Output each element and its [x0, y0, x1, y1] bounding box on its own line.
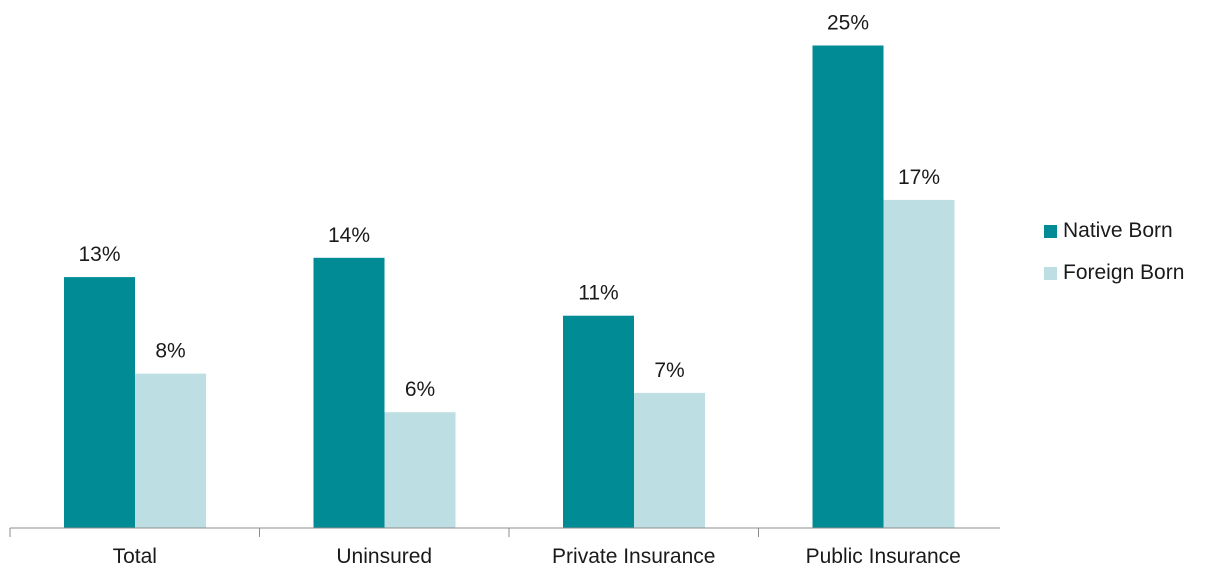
data-label-foreign-born-total: 8%	[155, 340, 185, 363]
legend-item-foreign-born: Foreign Born	[1044, 260, 1184, 286]
bar-native-born-private-insurance	[563, 315, 634, 528]
data-labels-group: 13% 8% 14% 6% 11% 7% 25% 17%	[78, 12, 940, 402]
data-label-foreign-born-public-insurance: 17%	[898, 166, 940, 189]
data-label-native-born-public-insurance: 25%	[827, 12, 869, 35]
data-label-foreign-born-private-insurance: 7%	[654, 359, 684, 382]
x-tick-label-uninsured: Uninsured	[336, 545, 432, 568]
data-label-foreign-born-uninsured: 6%	[405, 378, 435, 401]
legend-swatch-native-born	[1044, 224, 1057, 238]
x-tick-label-total: Total	[113, 545, 157, 568]
x-tick-label-private-insurance: Private Insurance	[552, 545, 715, 568]
x-tick-label-public-insurance: Public Insurance	[806, 545, 961, 568]
legend-label-native-born: Native Born	[1063, 219, 1173, 242]
bars-group	[64, 45, 955, 528]
bar-foreign-born-total	[135, 373, 206, 528]
bar-foreign-born-public-insurance	[883, 199, 955, 528]
legend-label-foreign-born: Foreign Born	[1063, 261, 1185, 284]
bar-foreign-born-uninsured	[384, 412, 456, 528]
bar-foreign-born-private-insurance	[634, 392, 705, 528]
data-label-native-born-private-insurance: 11%	[578, 282, 618, 305]
legend-swatch-foreign-born	[1044, 266, 1057, 280]
bar-native-born-public-insurance	[812, 45, 884, 528]
data-label-native-born-total: 13%	[78, 243, 120, 266]
legend: Native Born Foreign Born	[1044, 218, 1184, 302]
bar-chart: 13% 8% 14% 6% 11% 7% 25% 17% Total Uninsured Priv…	[9, 12, 1000, 568]
bar-native-born-uninsured	[313, 257, 385, 528]
legend-item-native-born: Native Born	[1044, 218, 1184, 244]
data-label-native-born-uninsured: 14%	[328, 224, 370, 247]
x-axis: Total Uninsured Private Insurance Public In…	[9, 527, 1000, 568]
bar-native-born-total	[64, 277, 135, 528]
